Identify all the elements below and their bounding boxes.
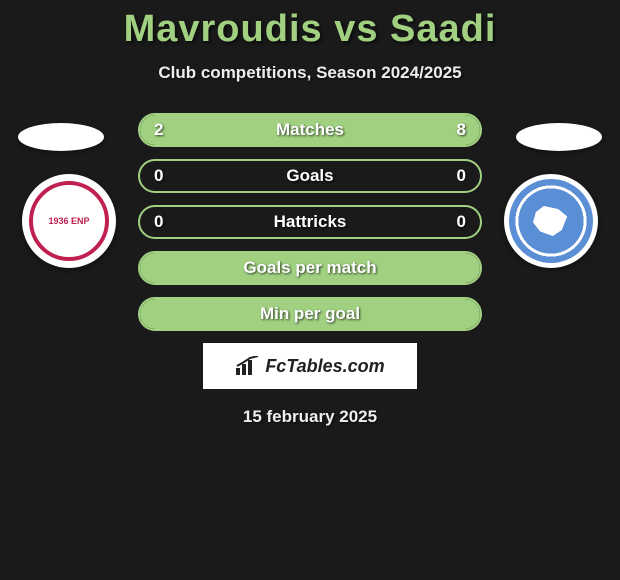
stat-label: Goals bbox=[286, 166, 333, 186]
stat-value-right: 0 bbox=[457, 212, 466, 232]
stat-row: 2 8 Matches bbox=[138, 113, 482, 147]
stat-value-left: 0 bbox=[154, 166, 163, 186]
stat-value-left: 0 bbox=[154, 212, 163, 232]
stat-label: Min per goal bbox=[260, 304, 360, 324]
stat-value-right: 8 bbox=[457, 120, 466, 140]
stat-row: 0 0 Hattricks bbox=[138, 205, 482, 239]
player-oval-left bbox=[18, 123, 104, 151]
club-badge-right bbox=[504, 174, 598, 268]
stat-row: 0 0 Goals bbox=[138, 159, 482, 193]
player-oval-right bbox=[516, 123, 602, 151]
brand-box: FcTables.com bbox=[203, 343, 417, 389]
stat-label: Matches bbox=[276, 120, 344, 140]
subtitle: Club competitions, Season 2024/2025 bbox=[0, 63, 620, 83]
club-emblem-right bbox=[509, 179, 593, 263]
club-emblem-left: 1936 ENP bbox=[29, 181, 109, 261]
stat-fill-left bbox=[140, 115, 208, 145]
stat-value-right: 0 bbox=[457, 166, 466, 186]
brand-text: FcTables.com bbox=[265, 356, 384, 377]
stat-row: Goals per match bbox=[138, 251, 482, 285]
club-badge-left: 1936 ENP bbox=[22, 174, 116, 268]
stats-container: 2 8 Matches 0 0 Goals 0 0 Hattricks Goals per mat… bbox=[138, 113, 482, 331]
stat-label: Goals per match bbox=[243, 258, 376, 278]
page-title: Mavroudis vs Saadi bbox=[0, 0, 620, 51]
chart-icon bbox=[235, 356, 261, 376]
stat-label: Hattricks bbox=[274, 212, 347, 232]
stat-row: Min per goal bbox=[138, 297, 482, 331]
date-line: 15 february 2025 bbox=[0, 407, 620, 427]
stat-value-left: 2 bbox=[154, 120, 163, 140]
